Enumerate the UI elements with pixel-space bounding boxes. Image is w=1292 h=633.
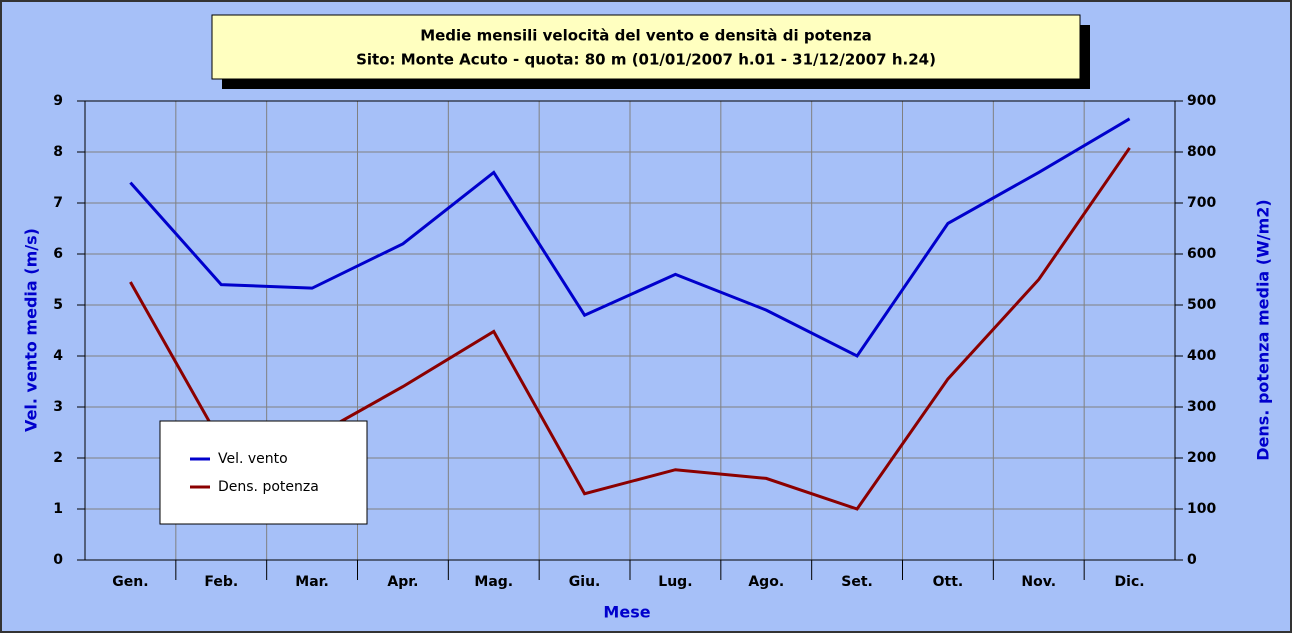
chart-title: Medie mensili velocità del vento e densi… [420, 27, 872, 45]
y-tick-label: 0 [53, 552, 63, 568]
y-tick-label: 1 [53, 501, 63, 517]
x-tick-label: Ott. [933, 574, 964, 590]
plot-frame [84, 100, 1176, 561]
x-tick-label: Lug. [658, 574, 692, 590]
x-tick-label: Ago. [748, 574, 784, 590]
series-line [129, 117, 1131, 358]
y2-tick-label: 700 [1187, 195, 1216, 211]
x-tick-label: Gen. [112, 574, 148, 590]
x-tick-label: Nov. [1021, 574, 1056, 590]
title-box [211, 14, 1081, 80]
y-tick-label: 4 [53, 348, 63, 364]
x-tick-label: Giu. [569, 574, 601, 590]
y2-tick-label: 200 [1187, 450, 1216, 466]
y-tick-label: 3 [53, 399, 63, 415]
x-tick-label: Apr. [387, 574, 418, 590]
y2-tick-label: 0 [1187, 552, 1197, 568]
y-tick-label: 7 [53, 195, 63, 211]
x-tick-label: Mag. [474, 574, 513, 590]
y-tick-label: 8 [53, 144, 63, 160]
y2-tick-label: 500 [1187, 297, 1216, 313]
x-tick-label: Feb. [204, 574, 238, 590]
y2-tick-label: 100 [1187, 501, 1216, 517]
y-axis-label: Vel. vento media (m/s) [22, 228, 41, 432]
chart-subtitle: Sito: Monte Acuto - quota: 80 m (01/01/2… [356, 51, 936, 69]
y-tick-label: 5 [53, 297, 63, 313]
y2-tick-label: 300 [1187, 399, 1216, 415]
x-axis-label: Mese [603, 603, 650, 622]
x-tick-label: Dic. [1115, 574, 1145, 590]
legend-label: Dens. potenza [218, 479, 319, 495]
y2-tick-label: 600 [1187, 246, 1216, 262]
legend-label: Vel. vento [218, 451, 288, 467]
y2-tick-label: 800 [1187, 144, 1216, 160]
y-tick-label: 2 [53, 450, 63, 466]
legend-box [159, 420, 368, 525]
y2-tick-label: 400 [1187, 348, 1216, 364]
y2-axis-label: Dens. potenza media (W/m2) [1254, 199, 1273, 460]
y2-tick-label: 900 [1187, 93, 1216, 109]
y-tick-label: 9 [53, 93, 63, 109]
x-tick-label: Set. [841, 574, 873, 590]
x-tick-label: Mar. [295, 574, 329, 590]
y-tick-label: 6 [53, 246, 63, 262]
